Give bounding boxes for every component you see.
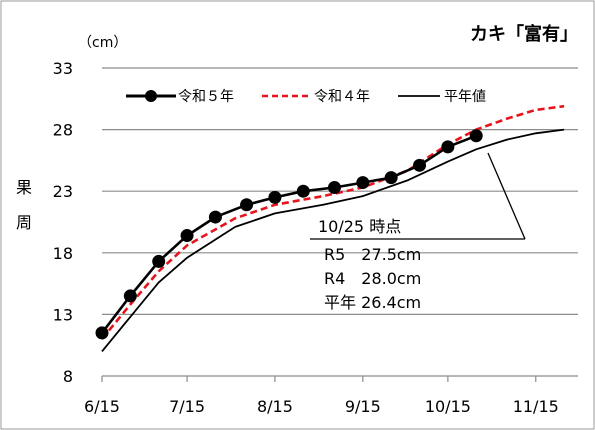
y-tick-label: 28 <box>53 121 73 140</box>
x-tick-label: 8/15 <box>257 397 293 416</box>
chart-title: カキ「富有」 <box>470 23 578 45</box>
annotation-row-normal: 平年 26.4cm <box>324 293 421 312</box>
annotation-row-r5: R5 27.5cm <box>324 245 421 264</box>
series-marker-r5 <box>441 140 455 154</box>
series-marker-r5 <box>95 326 109 340</box>
series-marker-r5 <box>240 198 254 212</box>
y-tick-label: 33 <box>53 59 73 78</box>
legend-label-r4: 令和４年 <box>314 89 370 105</box>
series-marker-r5 <box>152 254 166 268</box>
legend-label-normal: 平年値 <box>444 89 486 105</box>
y-axis-label-char-1: 果 <box>16 178 32 197</box>
legend-marker-r5 <box>145 90 157 102</box>
series-line-2 <box>101 128 565 352</box>
series-marker-r5 <box>327 181 341 195</box>
series-line-1 <box>100 104 565 340</box>
annotation-row-r4: R4 28.0cm <box>324 269 421 288</box>
series-marker-r5 <box>208 210 222 224</box>
unit-label: （cm） <box>78 35 127 51</box>
y-axis-label-char-2: 周 <box>16 213 32 232</box>
legend-label-r5: 令和５年 <box>178 89 234 105</box>
legend: 令和５年 令和４年 平年値 <box>126 89 486 105</box>
series-marker-r5 <box>268 190 282 204</box>
series-marker-r5 <box>469 129 483 143</box>
annotation-header: 10/25 時点 <box>318 217 401 236</box>
series-marker-r5 <box>123 289 137 303</box>
y-tick-label: 18 <box>53 244 73 263</box>
y-tick-label: 23 <box>53 182 73 201</box>
series-marker-r5 <box>296 184 310 198</box>
series-marker-r5 <box>180 229 194 243</box>
series-marker-r5 <box>384 171 398 185</box>
x-tick-label: 10/15 <box>425 397 471 416</box>
axes: 8 13 18 23 28 33 6/15 7/15 8/15 9/15 10/15 11/15 <box>53 59 578 416</box>
series-marker-r5 <box>356 176 370 190</box>
y-tick-label: 8 <box>63 367 73 386</box>
x-tick-label: 7/15 <box>169 397 205 416</box>
series-marker-r5 <box>413 158 427 172</box>
annotation-box: 10/25 時点 R5 27.5cm R4 28.0cm 平年 26.4cm <box>310 152 526 312</box>
series-layer <box>95 104 565 352</box>
annotation-leader <box>487 152 526 240</box>
x-tick-label: 11/15 <box>513 397 559 416</box>
x-tick-label: 9/15 <box>345 397 381 416</box>
x-tick-label: 6/15 <box>84 397 120 416</box>
y-tick-label: 13 <box>53 305 73 324</box>
